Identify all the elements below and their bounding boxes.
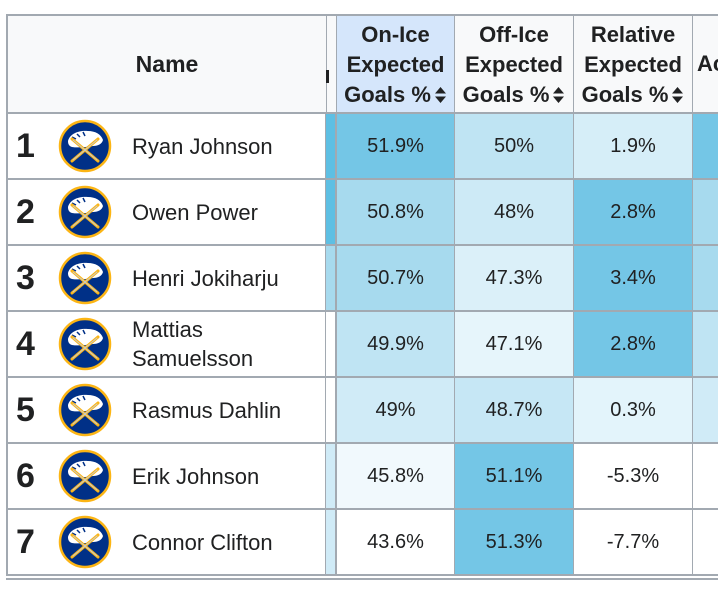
relative-xg-cell: 2.8% [573, 312, 693, 378]
next-column-cell [692, 312, 718, 378]
table-row-5: 5 Rasmus Dahlin 49% 48.7% 0.3% [6, 378, 718, 444]
indicator-strip-cell [326, 444, 337, 510]
table-row-1: 1 Ryan Johnson 51.9% 50% 1.9% [6, 114, 718, 180]
indicator-strip-cell [326, 378, 337, 444]
team-logo-cell [56, 510, 126, 576]
player-name-cell[interactable]: Erik Johnson [126, 444, 327, 510]
indicator-strip-cell [326, 510, 337, 576]
off-ice-xg-cell: 48.7% [454, 378, 574, 444]
on-ice-xg-cell: 43.6% [336, 510, 455, 576]
off-ice-xg-header-line1: Off-Ice [479, 22, 549, 47]
sort-arrows-icon[interactable] [671, 86, 684, 104]
off-ice-xg-cell: 51.3% [454, 510, 574, 576]
team-logo-cell [56, 114, 126, 180]
sabres-logo-icon [58, 317, 112, 371]
sabres-logo-icon [58, 449, 112, 503]
table-bottom-border [6, 578, 718, 580]
table-body: 1 Ryan Johnson 51.9% 50% 1.9% 2 Owen Pow… [6, 114, 718, 576]
relative-xg-cell: -5.3% [573, 444, 693, 510]
rank-cell: 7 [6, 510, 56, 576]
rank-cell: 5 [6, 378, 56, 444]
sabres-logo-icon [58, 119, 112, 173]
next-column-cell [692, 444, 718, 510]
player-name-line: Samuelsson [132, 346, 254, 371]
table-row-7: 7 Connor Clifton 43.6% 51.3% -7.7% [6, 510, 718, 576]
off-ice-xg-header-line3: Goals % [462, 82, 550, 107]
name-column-header[interactable]: Name [6, 14, 327, 114]
next-column-cell [692, 114, 718, 180]
table-row-3: 3 Henri Jokiharju 50.7% 47.3% 3.4% [6, 246, 718, 312]
next-column-header-label: Ac [697, 51, 718, 76]
sort-column-header[interactable] [326, 14, 337, 114]
indicator-strip-cell [326, 312, 337, 378]
relative-xg-header-line2: Expected [584, 52, 682, 77]
rank-cell: 2 [6, 180, 56, 246]
off-ice-xg-cell: 50% [454, 114, 574, 180]
player-name-cell[interactable]: Ryan Johnson [126, 114, 327, 180]
player-name-cell[interactable]: Connor Clifton [126, 510, 327, 576]
off-ice-xg-cell: 47.1% [454, 312, 574, 378]
next-column-header[interactable]: Ac [692, 14, 718, 114]
on-ice-xg-header-line3: Goals % [344, 82, 431, 107]
sort-handle-icon [326, 70, 330, 83]
name-header-label: Name [135, 50, 199, 77]
player-name-cell[interactable]: Henri Jokiharju [126, 246, 327, 312]
table-row-6: 6 Erik Johnson 45.8% 51.1% -5.3% [6, 444, 718, 510]
team-logo-cell [56, 312, 126, 378]
rank-cell: 4 [6, 312, 56, 378]
off-ice-xg-cell: 51.1% [454, 444, 574, 510]
team-logo-cell [56, 378, 126, 444]
on-ice-xg-cell: 50.8% [336, 180, 455, 246]
indicator-strip-cell [326, 246, 337, 312]
next-column-cell [692, 510, 718, 576]
relative-xg-header[interactable]: Relative Expected Goals % [573, 14, 693, 114]
team-logo-cell [56, 180, 126, 246]
relative-xg-cell: 3.4% [573, 246, 693, 312]
sort-arrows-icon[interactable] [434, 86, 447, 104]
off-ice-xg-cell: 47.3% [454, 246, 574, 312]
table-row-2: 2 Owen Power 50.8% 48% 2.8% [6, 180, 718, 246]
player-name-cell[interactable]: Owen Power [126, 180, 327, 246]
player-name-cell[interactable]: Mattias Samuelsson [126, 312, 327, 378]
off-ice-xg-header[interactable]: Off-Ice Expected Goals % [454, 14, 574, 114]
off-ice-xg-cell: 48% [454, 180, 574, 246]
sabres-logo-icon [58, 251, 112, 305]
team-logo-cell [56, 246, 126, 312]
sabres-logo-icon [58, 515, 112, 569]
relative-xg-header-line3: Goals % [581, 82, 669, 107]
stats-table-container: Name On-Ice Expected Goals % Off-Ice Exp… [6, 14, 718, 580]
on-ice-xg-cell: 45.8% [336, 444, 455, 510]
rank-cell: 6 [6, 444, 56, 510]
on-ice-xg-cell: 51.9% [336, 114, 455, 180]
player-name-line: Mattias [132, 317, 203, 342]
team-logo-cell [56, 444, 126, 510]
header-row: Name On-Ice Expected Goals % Off-Ice Exp… [6, 14, 718, 114]
sabres-logo-icon [58, 185, 112, 239]
relative-xg-cell: 2.8% [573, 180, 693, 246]
off-ice-xg-header-line2: Expected [465, 52, 563, 77]
next-column-cell [692, 378, 718, 444]
relative-xg-header-line1: Relative [590, 22, 676, 47]
on-ice-xg-header-line1: On-Ice [361, 22, 430, 47]
player-stats-table: Name On-Ice Expected Goals % Off-Ice Exp… [6, 14, 718, 576]
player-name-cell[interactable]: Rasmus Dahlin [126, 378, 327, 444]
sabres-logo-icon [58, 383, 112, 437]
indicator-strip-cell [326, 180, 337, 246]
on-ice-xg-cell: 50.7% [336, 246, 455, 312]
next-column-cell [692, 180, 718, 246]
relative-xg-cell: -7.7% [573, 510, 693, 576]
on-ice-xg-header-line2: Expected [346, 52, 445, 77]
on-ice-xg-cell: 49% [336, 378, 455, 444]
next-column-cell [692, 246, 718, 312]
sort-arrows-icon[interactable] [552, 86, 565, 104]
indicator-strip-cell [326, 114, 337, 180]
rank-cell: 3 [6, 246, 56, 312]
on-ice-xg-cell: 49.9% [336, 312, 455, 378]
on-ice-xg-header[interactable]: On-Ice Expected Goals % [336, 14, 455, 114]
relative-xg-cell: 0.3% [573, 378, 693, 444]
table-row-4: 4 Mattias Samuelsson 49.9% 47.1% 2.8% [6, 312, 718, 378]
relative-xg-cell: 1.9% [573, 114, 693, 180]
rank-cell: 1 [6, 114, 56, 180]
